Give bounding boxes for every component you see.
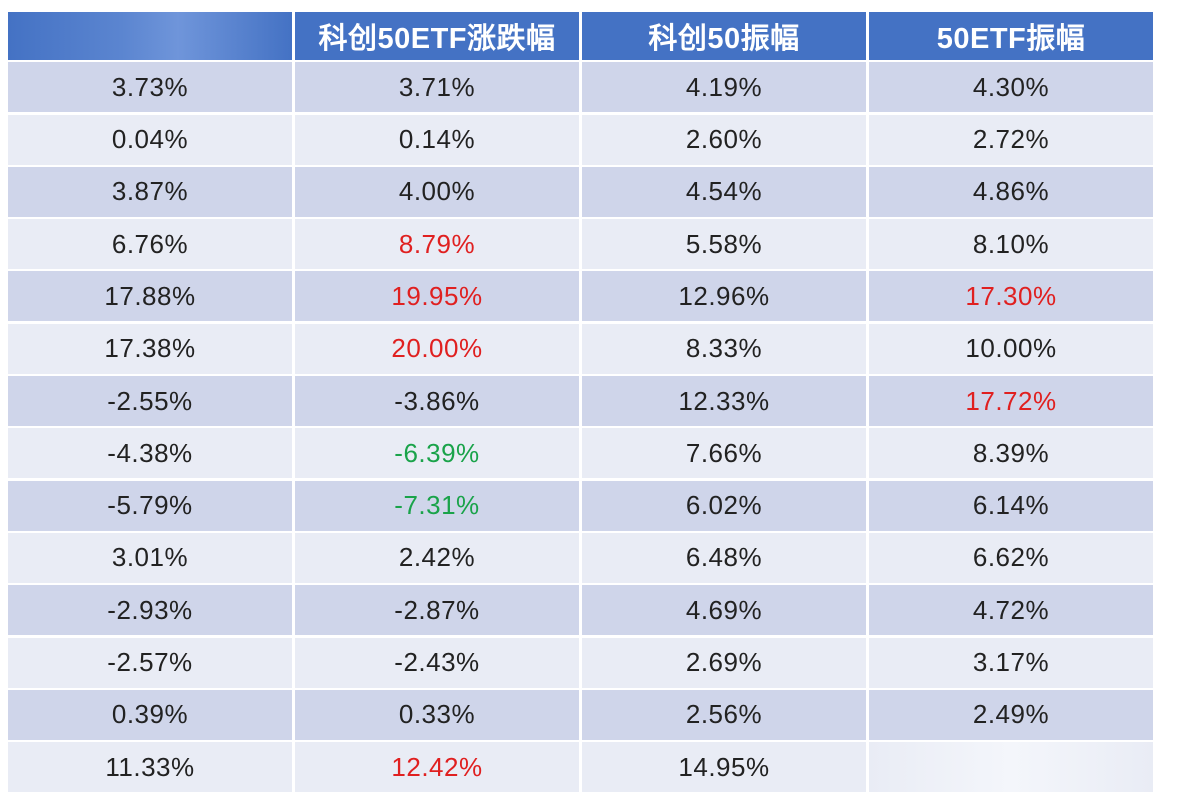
table-cell: 3.87% — [8, 166, 292, 217]
table-cell: 6.02% — [582, 480, 866, 531]
header-cell-kc50-amplitude: 科创50振幅 — [582, 12, 866, 60]
table-cell: 4.72% — [869, 585, 1153, 636]
table-cell: 0.33% — [295, 689, 579, 740]
table-cell: 4.69% — [582, 585, 866, 636]
table-cell: 7.66% — [582, 428, 866, 479]
table-cell: 8.33% — [582, 323, 866, 374]
table-cell: 2.42% — [295, 532, 579, 583]
table-cell: 6.14% — [869, 480, 1153, 531]
table-cell: 2.72% — [869, 114, 1153, 165]
table-cell: 8.10% — [869, 219, 1153, 270]
table-cell: 6.62% — [869, 532, 1153, 583]
table-cell: 6.48% — [582, 532, 866, 583]
table-cell: 11.33% — [8, 742, 292, 792]
table-cell: 10.00% — [869, 323, 1153, 374]
table-cell: 8.79% — [295, 219, 579, 270]
header-cell-kc50etf-change: 科创50ETF涨跌幅 — [295, 12, 579, 60]
table-cell: -3.86% — [295, 376, 579, 427]
table-cell: -2.43% — [295, 637, 579, 688]
table-cell: 8.39% — [869, 428, 1153, 479]
table-cell: -6.39% — [295, 428, 579, 479]
table-cell: 4.54% — [582, 166, 866, 217]
table-cell: 19.95% — [295, 271, 579, 322]
table-cell: 4.86% — [869, 166, 1153, 217]
table-cell: 6.76% — [8, 219, 292, 270]
table-cell: 4.30% — [869, 62, 1153, 113]
table-cell: -2.57% — [8, 637, 292, 688]
table-cell: 12.96% — [582, 271, 866, 322]
table-cell: -2.87% — [295, 585, 579, 636]
table-cell: 14.95% — [582, 742, 866, 792]
table-cell: -2.93% — [8, 585, 292, 636]
table-cell: 17.30% — [869, 271, 1153, 322]
table-cell: -2.55% — [8, 376, 292, 427]
table-cell: 3.01% — [8, 532, 292, 583]
table-cell: 0.39% — [8, 689, 292, 740]
data-table: 科创50ETF涨跌幅 科创50振幅 50ETF振幅 3.73% 3.71% 4.19… — [8, 12, 1153, 792]
table-cell: 17.38% — [8, 323, 292, 374]
table-cell: 0.04% — [8, 114, 292, 165]
table-cell: 12.42% — [295, 742, 579, 792]
table-cell: 2.56% — [582, 689, 866, 740]
table-cell: 5.58% — [582, 219, 866, 270]
table-cell: 4.19% — [582, 62, 866, 113]
table-cell: -5.79% — [8, 480, 292, 531]
header-cell-50etf-amplitude: 50ETF振幅 — [869, 12, 1153, 60]
table-cell: -4.38% — [8, 428, 292, 479]
table-cell: 12.33% — [582, 376, 866, 427]
table-cell: 0.14% — [295, 114, 579, 165]
table-cell: 3.71% — [295, 62, 579, 113]
table-cell: 2.49% — [869, 689, 1153, 740]
table-cell: 3.73% — [8, 62, 292, 113]
header-cell-blurred — [8, 12, 292, 60]
table-cell — [869, 742, 1153, 792]
table-cell: 3.17% — [869, 637, 1153, 688]
table-cell: 20.00% — [295, 323, 579, 374]
table-cell: 2.69% — [582, 637, 866, 688]
table-cell: 17.88% — [8, 271, 292, 322]
table-cell: -7.31% — [295, 480, 579, 531]
table-cell: 2.60% — [582, 114, 866, 165]
table-cell: 4.00% — [295, 166, 579, 217]
table-cell: 17.72% — [869, 376, 1153, 427]
